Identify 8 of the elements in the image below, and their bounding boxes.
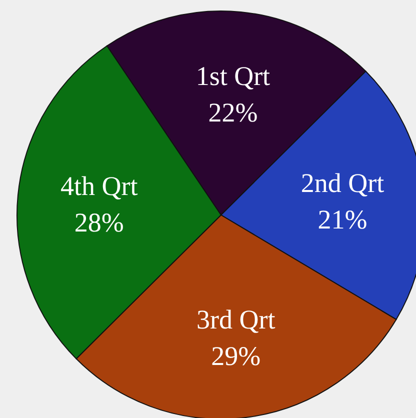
slice-label: 1st Qrt: [196, 61, 271, 92]
data-label: 29%: [211, 340, 261, 371]
data-label: 28%: [74, 207, 124, 238]
data-label: 21%: [318, 204, 368, 234]
slice-label: 4th Qrt: [60, 170, 138, 201]
data-label: 22%: [208, 98, 258, 128]
slice-label: 3rd Qrt: [196, 304, 276, 334]
slice-label: 2nd Qrt: [300, 168, 385, 198]
